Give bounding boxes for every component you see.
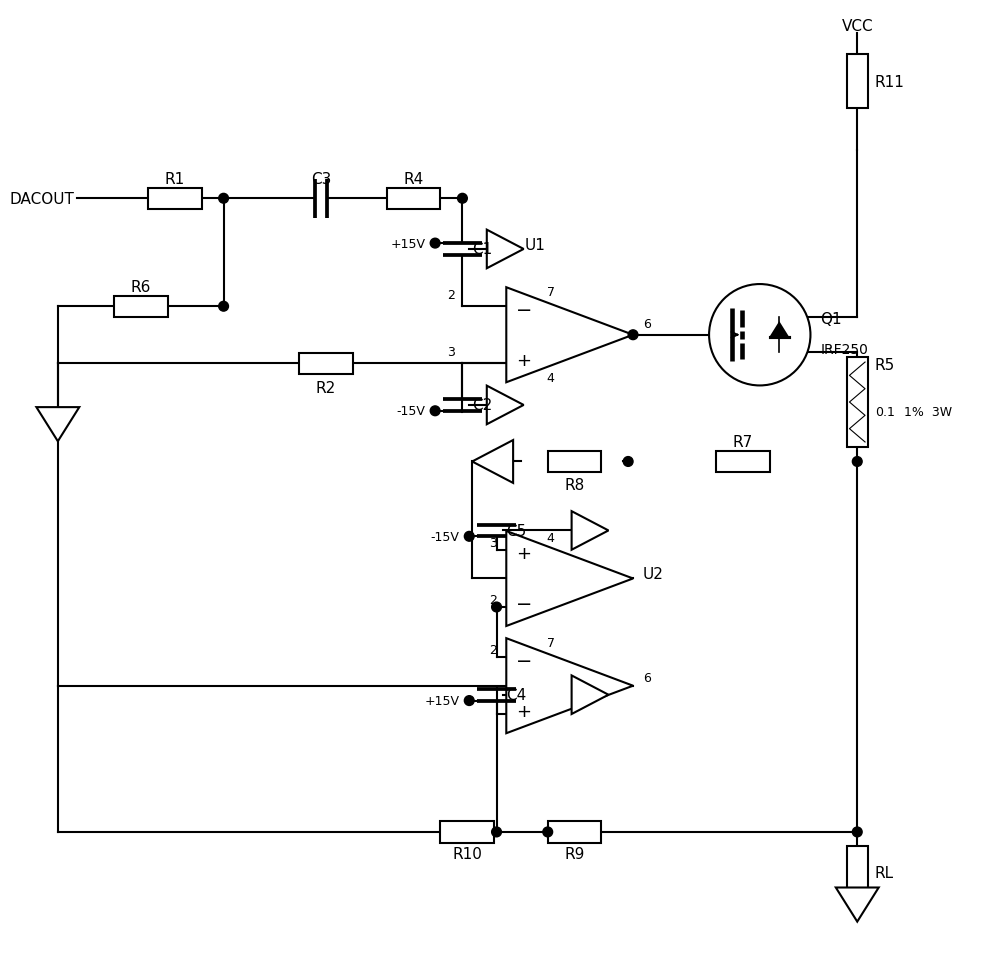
Text: DACOUT: DACOUT bbox=[10, 191, 74, 207]
Circle shape bbox=[430, 407, 440, 416]
Text: −: − bbox=[516, 652, 532, 670]
Text: −: − bbox=[516, 595, 532, 614]
Bar bbox=[548, 452, 601, 473]
Text: 7: 7 bbox=[547, 285, 555, 299]
Text: U1: U1 bbox=[525, 237, 546, 253]
Text: R2: R2 bbox=[316, 381, 336, 396]
Circle shape bbox=[628, 331, 638, 340]
Bar bbox=[548, 822, 601, 843]
Circle shape bbox=[852, 457, 862, 467]
Polygon shape bbox=[472, 440, 513, 483]
Polygon shape bbox=[506, 288, 633, 382]
Circle shape bbox=[709, 284, 810, 386]
Bar bbox=[148, 188, 202, 209]
Polygon shape bbox=[770, 322, 789, 337]
Text: +15V: +15V bbox=[424, 695, 459, 707]
Text: C1: C1 bbox=[472, 242, 492, 258]
Circle shape bbox=[464, 696, 474, 705]
Polygon shape bbox=[572, 511, 608, 551]
Text: R4: R4 bbox=[404, 172, 424, 187]
Text: 2: 2 bbox=[489, 643, 497, 656]
Text: R1: R1 bbox=[165, 172, 185, 187]
Bar bbox=[847, 847, 868, 899]
Circle shape bbox=[219, 194, 228, 204]
Text: 1%  3W: 1% 3W bbox=[904, 406, 952, 419]
Circle shape bbox=[464, 531, 474, 542]
Bar bbox=[716, 452, 770, 473]
Text: 3: 3 bbox=[489, 536, 497, 549]
Polygon shape bbox=[836, 888, 879, 922]
Text: 0.1: 0.1 bbox=[875, 406, 895, 419]
Text: R9: R9 bbox=[564, 846, 585, 861]
Text: R8: R8 bbox=[564, 478, 585, 493]
Circle shape bbox=[458, 194, 467, 204]
Bar bbox=[114, 296, 168, 318]
Polygon shape bbox=[36, 407, 79, 442]
Text: U2: U2 bbox=[643, 566, 664, 581]
Circle shape bbox=[623, 457, 633, 467]
Text: -15V: -15V bbox=[397, 405, 425, 418]
Polygon shape bbox=[506, 638, 633, 733]
Bar bbox=[299, 353, 353, 375]
Bar bbox=[847, 56, 868, 109]
Text: −: − bbox=[516, 301, 532, 320]
Text: C2: C2 bbox=[472, 398, 492, 413]
Text: -15V: -15V bbox=[431, 530, 459, 543]
Text: Q1: Q1 bbox=[820, 311, 842, 327]
Text: 4: 4 bbox=[547, 531, 555, 544]
Text: +: + bbox=[517, 702, 532, 721]
Circle shape bbox=[543, 827, 553, 837]
Bar bbox=[387, 188, 440, 209]
Text: C4: C4 bbox=[506, 687, 526, 702]
Circle shape bbox=[492, 603, 501, 612]
Circle shape bbox=[219, 302, 228, 311]
Text: +15V: +15V bbox=[390, 237, 425, 251]
Text: RL: RL bbox=[875, 866, 894, 880]
Text: R10: R10 bbox=[452, 846, 482, 861]
Circle shape bbox=[852, 827, 862, 837]
Bar bbox=[847, 357, 868, 448]
Circle shape bbox=[430, 239, 440, 249]
Polygon shape bbox=[572, 676, 608, 714]
Circle shape bbox=[492, 827, 501, 837]
Text: 3: 3 bbox=[447, 346, 455, 358]
Text: R11: R11 bbox=[875, 75, 905, 89]
Text: 2: 2 bbox=[489, 593, 497, 606]
Text: R7: R7 bbox=[733, 435, 753, 450]
Text: 7: 7 bbox=[547, 636, 555, 650]
Polygon shape bbox=[506, 531, 633, 627]
Text: 6: 6 bbox=[643, 317, 651, 331]
Text: 6: 6 bbox=[643, 672, 651, 684]
Text: R6: R6 bbox=[131, 280, 151, 295]
Text: 4: 4 bbox=[547, 372, 555, 385]
Text: R5: R5 bbox=[875, 357, 895, 373]
Text: 2: 2 bbox=[447, 288, 455, 302]
Bar bbox=[440, 822, 494, 843]
Text: +: + bbox=[517, 352, 532, 370]
Polygon shape bbox=[487, 231, 524, 269]
Text: +: + bbox=[517, 545, 532, 562]
Text: C3: C3 bbox=[311, 172, 331, 187]
Text: C5: C5 bbox=[506, 524, 526, 538]
Text: IRF250: IRF250 bbox=[820, 343, 868, 357]
Polygon shape bbox=[487, 386, 524, 425]
Text: VCC: VCC bbox=[841, 19, 873, 35]
